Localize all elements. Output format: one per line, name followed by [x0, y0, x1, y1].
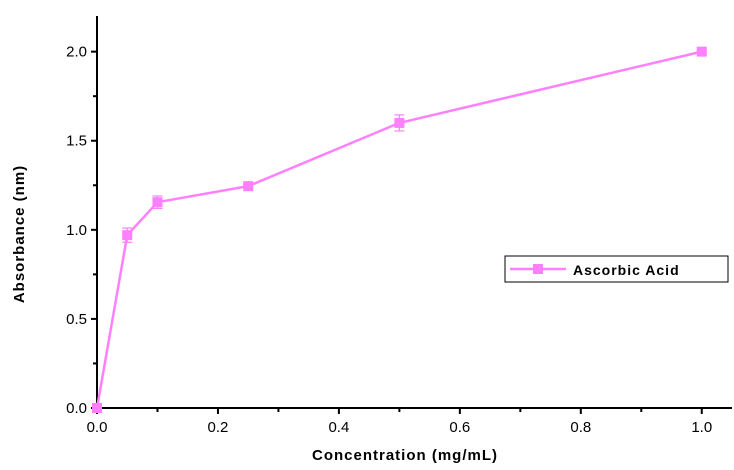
x-tick-label: 1.0 — [691, 419, 712, 436]
y-tick-label: 1.5 — [66, 133, 87, 150]
x-tick-label: 0.0 — [87, 419, 108, 436]
x-tick-label: 0.8 — [570, 419, 591, 436]
legend-label: Ascorbic Acid — [573, 262, 680, 278]
x-tick-label: 0.6 — [449, 419, 470, 436]
y-tick-label: 0.5 — [66, 311, 87, 328]
legend-marker — [533, 264, 543, 274]
data-point — [243, 181, 254, 192]
data-point — [696, 46, 707, 57]
data-point — [122, 230, 133, 241]
series-line — [95, 50, 703, 409]
y-tick-label: 2.0 — [66, 44, 87, 61]
axes — [96, 16, 732, 409]
x-tick-label: 0.4 — [328, 419, 349, 436]
ticks: 0.0 0.2 0.4 0.6 0.8 1.0 0.0 0.5 1.0 1.5 2.0 — [66, 44, 712, 436]
y-axis-title: Absorbance (nm) — [11, 165, 28, 303]
legend: Ascorbic Acid — [504, 255, 729, 283]
y-tick-label: 1.0 — [66, 222, 87, 239]
y-tick-label: 0.0 — [66, 400, 87, 417]
x-tick-label: 0.2 — [208, 419, 229, 436]
data-point — [152, 197, 163, 208]
data-point — [92, 403, 102, 413]
data-point — [394, 117, 405, 128]
plot-area — [92, 46, 707, 413]
x-axis-title: Concentration (mg/mL) — [312, 447, 498, 464]
